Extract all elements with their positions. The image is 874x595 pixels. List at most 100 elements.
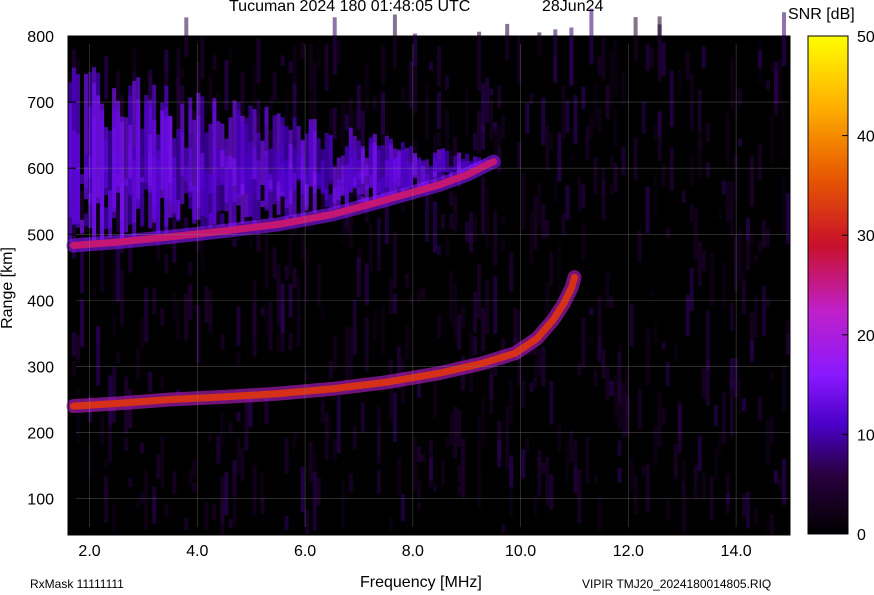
noise-streak: [597, 108, 602, 133]
spread-echo-streak: [396, 149, 401, 190]
y-tick-label: 800: [27, 29, 54, 46]
noise-streak: [453, 283, 458, 339]
noise-streak: [661, 341, 666, 350]
spread-echo-streak: [100, 103, 105, 238]
noise-streak: [689, 103, 694, 132]
noise-streak: [509, 261, 514, 292]
noise-streak: [344, 114, 349, 131]
noise-streak: [264, 230, 269, 290]
noise-streak: [256, 99, 261, 144]
noise-streak: [757, 396, 762, 421]
noise-streak: [400, 86, 405, 101]
noise-streak: [765, 420, 770, 466]
noise-streak: [392, 14, 397, 69]
noise-streak: [497, 421, 502, 459]
spread-echo-streak: [188, 97, 193, 192]
noise-streak: [529, 211, 534, 263]
noise-streak: [108, 406, 113, 462]
noise-streak: [573, 95, 578, 144]
noise-streak: [264, 390, 269, 424]
spread-echo-streak: [352, 177, 357, 187]
noise-streak: [537, 348, 542, 377]
x-tick-label: 10.0: [505, 543, 536, 560]
noise-streak: [160, 376, 165, 390]
noise-streak: [457, 465, 462, 483]
noise-streak: [681, 482, 686, 534]
noise-streak: [469, 212, 474, 253]
spread-echo-streak: [104, 139, 109, 188]
noise-streak: [433, 484, 438, 492]
noise-streak: [565, 100, 570, 133]
file-label: VIPIR TMJ20_2024180014805.RIQ: [582, 577, 772, 591]
spread-echo-streak: [252, 166, 257, 225]
noise-streak: [140, 492, 145, 504]
spread-echo-streak: [136, 77, 141, 200]
noise-streak: [284, 90, 289, 133]
noise-streak: [493, 361, 498, 377]
noise-streak: [188, 262, 193, 276]
noise-streak: [176, 48, 181, 105]
noise-streak: [316, 477, 321, 505]
noise-streak: [116, 71, 121, 130]
noise-streak: [421, 454, 426, 462]
noise-streak: [517, 310, 522, 362]
noise-streak: [184, 293, 189, 341]
noise-streak: [148, 69, 153, 120]
noise-streak: [372, 96, 377, 111]
noise-streak: [745, 491, 750, 529]
noise-streak: [441, 214, 446, 230]
spread-echo-streak: [144, 95, 149, 183]
spread-echo-streak: [232, 192, 237, 227]
x-tick-label: 14.0: [721, 543, 752, 560]
noise-streak: [761, 219, 766, 248]
noise-streak: [320, 387, 325, 409]
noise-streak: [260, 497, 265, 514]
noise-streak: [348, 327, 353, 379]
noise-streak: [677, 70, 682, 96]
spread-echo-streak: [116, 111, 121, 187]
noise-streak: [380, 91, 385, 135]
noise-streak: [653, 425, 658, 466]
spread-echo-streak: [200, 96, 205, 181]
noise-streak: [232, 470, 237, 526]
noise-streak: [356, 84, 361, 129]
noise-streak: [292, 83, 297, 141]
noise-streak: [268, 130, 273, 151]
noise-streak: [288, 332, 293, 351]
noise-streak: [220, 334, 225, 350]
noise-streak: [396, 457, 401, 496]
noise-streak: [569, 154, 574, 163]
noise-streak: [513, 332, 518, 343]
noise-streak: [786, 320, 791, 355]
noise-streak: [749, 312, 754, 355]
spread-echo-streak: [364, 157, 369, 203]
noise-streak: [649, 48, 654, 68]
noise-streak: [284, 516, 289, 530]
noise-streak: [589, 8, 594, 65]
noise-streak: [653, 125, 658, 141]
noise-streak: [156, 454, 161, 479]
noise-streak: [396, 346, 401, 390]
spread-echo-streak: [120, 121, 125, 241]
noise-streak: [417, 502, 422, 510]
noise-streak: [689, 154, 694, 187]
noise-streak: [80, 190, 85, 231]
spread-echo-streak: [156, 134, 161, 233]
noise-streak: [541, 462, 546, 474]
noise-streak: [72, 332, 77, 357]
noise-streak: [497, 440, 502, 468]
noise-streak: [549, 381, 554, 425]
noise-streak: [613, 163, 618, 193]
noise-streak: [348, 473, 353, 493]
noise-streak: [597, 336, 602, 362]
noise-streak: [729, 181, 734, 236]
noise-streak: [104, 56, 109, 99]
noise-streak: [144, 287, 149, 343]
noise-streak: [733, 358, 738, 397]
noise-streak: [437, 132, 442, 147]
noise-streak: [340, 103, 345, 148]
noise-streak: [244, 409, 249, 436]
spread-echo-streak: [68, 114, 73, 242]
noise-streak: [493, 276, 498, 334]
noise-streak: [525, 437, 530, 452]
